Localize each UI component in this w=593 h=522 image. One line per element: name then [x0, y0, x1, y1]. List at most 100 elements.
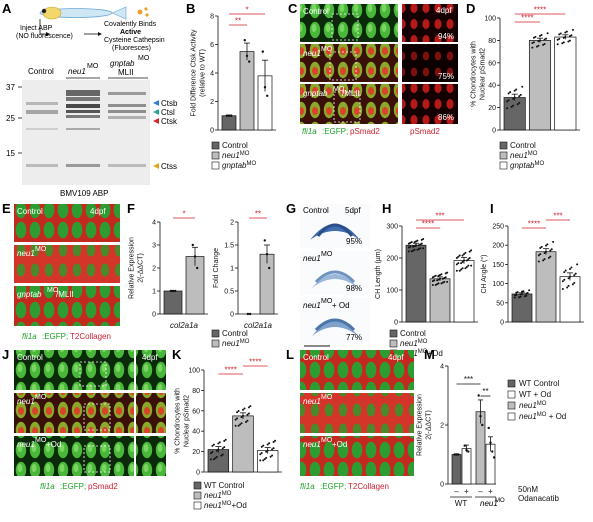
data-point — [455, 263, 458, 266]
legend-swatch — [211, 329, 220, 338]
data-point — [243, 407, 246, 410]
image-j-neu1-od — [14, 436, 134, 476]
y-tick-label: 1 — [152, 289, 156, 296]
data-point — [239, 423, 242, 426]
data-point — [436, 279, 439, 282]
data-point — [453, 453, 456, 456]
y-tick-label: 0 — [230, 312, 234, 319]
significance-label: *** — [435, 212, 444, 221]
data-point — [491, 450, 494, 453]
mw-marker-15: 15 — [6, 149, 15, 158]
data-point — [458, 269, 461, 272]
y-axis-label: Relative Expression — [417, 394, 424, 456]
od-label-concentration: 50nM — [518, 485, 538, 494]
y-tick-label: 200 — [492, 243, 504, 250]
data-point — [539, 247, 542, 250]
c-row-sup-gnptab: MO — [333, 86, 345, 93]
legend-label: WT + Od — [519, 390, 551, 399]
bar — [453, 260, 475, 323]
data-point — [562, 41, 565, 44]
data-point — [174, 289, 177, 293]
y-tick-label: 100 — [386, 288, 398, 295]
image-c-neu1 — [300, 44, 398, 82]
data-point — [547, 256, 550, 259]
lane-label-mlii: MLII — [118, 68, 134, 77]
image-c-red-neu1 — [402, 44, 458, 82]
data-point — [549, 255, 552, 258]
data-point — [242, 408, 244, 411]
data-point — [539, 34, 541, 37]
data-point — [467, 264, 470, 267]
data-point — [221, 447, 224, 450]
data-point — [552, 240, 555, 243]
data-point — [431, 280, 434, 283]
data-point — [263, 458, 266, 461]
data-point — [440, 282, 443, 285]
data-point — [221, 453, 224, 456]
data-point — [455, 453, 458, 456]
y-tick-label: 0 — [210, 128, 214, 135]
image-c-gnptab — [300, 84, 398, 124]
data-point — [246, 413, 249, 416]
panel-f: F 0 1 2 3 4 Relative Expression 2(-ΔΔCT) * col2a… — [127, 201, 278, 348]
data-point — [259, 459, 262, 462]
significance-label: * — [182, 210, 185, 219]
data-point — [191, 243, 194, 247]
panel-k: K 0 20 40 60 80 100 % Chondrocytes with Nuclear… — [172, 347, 282, 510]
data-point — [457, 255, 460, 258]
data-point — [513, 296, 516, 299]
data-point — [546, 32, 549, 35]
gel-caption: BMV109 ABP — [60, 189, 108, 198]
data-point — [463, 259, 465, 262]
y-tick-label: 50 — [496, 300, 504, 307]
data-point — [545, 250, 547, 253]
e-row-label-gnptab: gnptab — [17, 290, 42, 299]
g-pct-control: 95% — [346, 237, 362, 246]
group-label-neu1-sup: MO — [495, 498, 505, 504]
lane-label-neu1-sup: MO — [87, 63, 99, 70]
j-row-sup-neu1-od: MO — [35, 437, 47, 444]
panel-d: D 0 20 40 60 80 100 % Chondrocytes with Nuclear… — [466, 1, 580, 170]
significance-label: *** — [464, 375, 473, 384]
panel-l: L Control 4dpf neu1 MO neu1 MO +Od fli1a… — [286, 347, 414, 491]
abp-step-1-note: (NO fluorescence) — [16, 33, 73, 40]
significance-label: ** — [235, 17, 241, 26]
panel-letter-f: F — [127, 201, 135, 216]
legend-swatch — [193, 481, 202, 490]
data-point — [558, 33, 561, 36]
gel-bands — [26, 90, 146, 167]
data-point — [217, 448, 220, 451]
legend-swatch — [211, 161, 220, 170]
y-axis-label: CH Angle (°) — [480, 255, 488, 294]
data-point — [467, 450, 470, 453]
g-row-label-neu1-od: neu1 — [303, 301, 321, 310]
data-point — [542, 43, 545, 46]
bar — [554, 36, 577, 131]
y-tick-label: 2 — [210, 99, 214, 106]
j-time-label: 4dpf — [142, 353, 158, 362]
bar — [559, 276, 581, 323]
data-point — [464, 267, 467, 270]
y-tick-label: 20 — [192, 449, 200, 456]
c-row-sup-neu1: MO — [321, 46, 333, 53]
data-point — [416, 248, 419, 251]
data-point — [407, 246, 410, 249]
data-point — [561, 280, 564, 283]
abp-step-2-note: (Fluoresces) — [112, 45, 151, 52]
data-point — [217, 442, 220, 445]
image-l-neu1 — [300, 393, 414, 433]
image-c-red-gnptab — [402, 84, 458, 124]
data-point — [223, 439, 226, 442]
group-label-wt: WT — [455, 499, 468, 508]
y-tick-label: 0 — [492, 128, 496, 135]
data-point — [169, 289, 172, 293]
e-time-label: 4dpf — [90, 207, 106, 216]
data-point — [537, 254, 540, 257]
data-point — [567, 277, 570, 280]
legend-swatch — [507, 412, 516, 421]
mw-marker-25: 25 — [6, 114, 15, 123]
panel-b: B 0 2 4 6 8 Fold Difference Ctsk Activity (rel… — [186, 1, 276, 170]
panel-e: E Control 4dpf neu1 MO gnptab MO /MLII f… — [2, 201, 120, 341]
c-row-suffix-gnptab: /MLII — [342, 89, 360, 98]
